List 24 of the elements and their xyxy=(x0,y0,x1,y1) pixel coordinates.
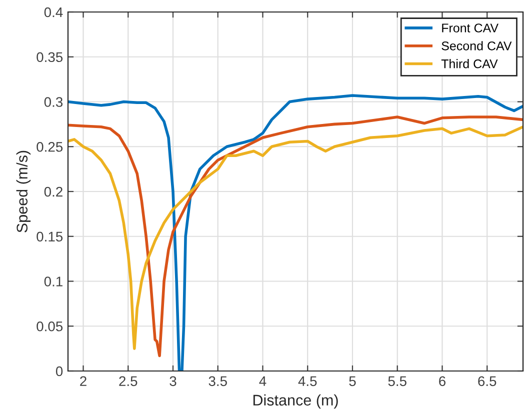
x-tick-label: 6.5 xyxy=(478,376,496,386)
y-axis-title: Speed (m/s) xyxy=(16,150,31,232)
y-tick-label: 0.35 xyxy=(36,52,63,62)
legend-label: Front CAV xyxy=(442,24,498,32)
y-tick-label: 0.1 xyxy=(44,276,62,286)
y-tick-label: 0.25 xyxy=(36,142,63,152)
x-tick-label: 4 xyxy=(259,376,266,386)
y-tick-label: 0.3 xyxy=(44,97,63,107)
y-tick-label: 0 xyxy=(56,366,63,376)
x-tick-label: 3.5 xyxy=(208,376,227,386)
x-tick-label: 5.5 xyxy=(388,376,406,386)
x-tick-label: 4.5 xyxy=(298,376,317,386)
y-tick-label: 0.4 xyxy=(44,7,63,18)
y-tick-label: 0.05 xyxy=(36,321,63,332)
x-tick-label: 5 xyxy=(349,376,356,386)
x-tick-label: 2.5 xyxy=(119,376,138,386)
x-tick-label: 3 xyxy=(170,376,176,386)
legend-label: Second CAV xyxy=(442,41,512,50)
legend-label: Third CAV xyxy=(441,59,498,68)
y-tick-label: 0.2 xyxy=(44,186,62,197)
y-tick-label: 0.15 xyxy=(36,232,63,242)
x-axis-title: Distance (m) xyxy=(253,394,338,409)
x-tick-label: 6 xyxy=(439,376,446,386)
x-tick-label: 2 xyxy=(80,376,86,386)
